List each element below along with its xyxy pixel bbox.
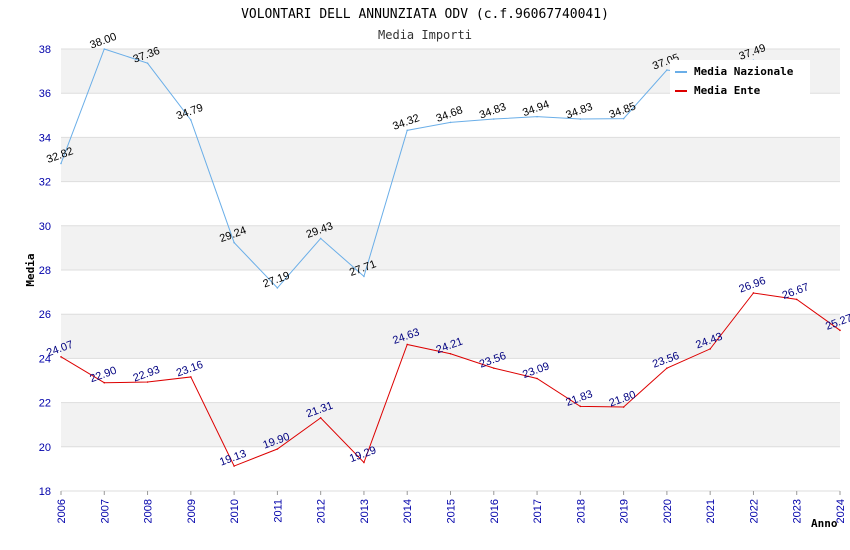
y-tick-label: 22	[39, 398, 51, 410]
y-tick-label: 38	[39, 44, 51, 56]
data-point	[233, 241, 235, 244]
x-tick-label: 2015	[446, 499, 458, 523]
x-tick-label: 2014	[402, 499, 414, 523]
data-point	[449, 352, 452, 355]
y-tick-label: 30	[39, 221, 51, 233]
data-point	[536, 115, 538, 118]
x-tick-label: 2020	[662, 499, 674, 523]
data-point	[363, 461, 365, 464]
plot-band	[61, 314, 840, 359]
x-tick-label: 2011	[272, 499, 284, 523]
y-axis-ticks: 18 20 22 24 26 28 30 32 34 36 38	[39, 44, 51, 498]
plot-band	[61, 270, 840, 315]
x-tick-label: 2021	[705, 499, 717, 523]
x-tick-label: 2008	[143, 499, 155, 523]
plot-background	[61, 49, 840, 491]
x-tick-label: 2022	[748, 499, 760, 523]
legend-label-media-ente: Media Ente	[694, 84, 761, 97]
data-point	[233, 465, 235, 467]
y-tick-label: 26	[39, 309, 51, 321]
y-tick-label: 24	[39, 353, 51, 365]
x-tick-label: 2006	[56, 499, 68, 523]
data-point	[622, 117, 625, 120]
data-point	[579, 405, 582, 408]
y-tick-label: 20	[39, 442, 51, 454]
x-tick-label: 2016	[489, 499, 501, 523]
plot-band	[61, 358, 840, 403]
y-tick-label: 34	[39, 132, 51, 144]
plot-band	[61, 137, 840, 182]
data-point	[666, 367, 668, 369]
plot-band	[61, 225, 840, 270]
x-tick-label: 2017	[532, 499, 544, 523]
plot-band	[61, 402, 840, 447]
data-point	[406, 343, 409, 346]
data-point	[449, 121, 452, 124]
y-axis-label: Media	[24, 253, 37, 286]
y-tick-label: 36	[39, 88, 51, 100]
data-point	[752, 292, 755, 294]
data-point	[276, 448, 279, 450]
data-point	[319, 237, 322, 240]
data-point	[363, 275, 365, 278]
x-tick-label: 2012	[316, 499, 328, 523]
x-tick-label: 2013	[359, 499, 371, 523]
data-point	[839, 329, 841, 332]
data-point	[622, 406, 625, 408]
data-point	[579, 118, 582, 120]
x-tick-label: 2024	[835, 499, 847, 523]
x-tick-label: 2007	[99, 499, 111, 523]
data-point	[276, 287, 279, 289]
x-tick-label: 2009	[186, 499, 198, 523]
data-point	[60, 356, 62, 358]
plot-band	[61, 446, 840, 491]
data-point	[709, 348, 711, 350]
data-point	[103, 48, 106, 50]
chart-title: VOLONTARI DELL ANNUNZIATA ODV (c.f.96067…	[241, 7, 609, 22]
legend-box	[670, 60, 810, 96]
x-tick-label: 2018	[575, 499, 587, 523]
chart-subtitle: Media Importi	[378, 28, 472, 42]
data-point	[146, 62, 149, 64]
data-point	[103, 381, 106, 384]
legend-label-media-nazionale: Media Nazionale	[694, 65, 794, 78]
data-point	[536, 377, 538, 380]
data-point	[190, 119, 192, 121]
x-axis-label: Anno	[811, 517, 838, 530]
data-point	[146, 381, 149, 383]
data-point	[60, 162, 62, 165]
y-tick-label: 28	[39, 265, 51, 277]
data-label: 38.00	[88, 31, 118, 52]
plot-band	[61, 93, 840, 138]
data-point	[795, 298, 798, 301]
data-point	[406, 129, 409, 132]
y-tick-label: 32	[39, 177, 51, 189]
data-point	[492, 367, 495, 369]
data-point	[666, 69, 668, 71]
x-tick-label: 2023	[792, 499, 804, 523]
data-point	[190, 376, 192, 378]
data-point	[492, 118, 495, 120]
x-tick-label: 2010	[229, 499, 241, 523]
x-axis-ticks: 2006 2007 2008 2009 2010 2011 2012 2013 2014 2015…	[56, 491, 847, 523]
y-tick-label: 18	[39, 486, 51, 498]
plot-band	[61, 181, 840, 226]
x-tick-label: 2019	[619, 499, 631, 523]
data-point	[319, 417, 322, 419]
legend: Media Nazionale Media Ente	[670, 60, 810, 97]
